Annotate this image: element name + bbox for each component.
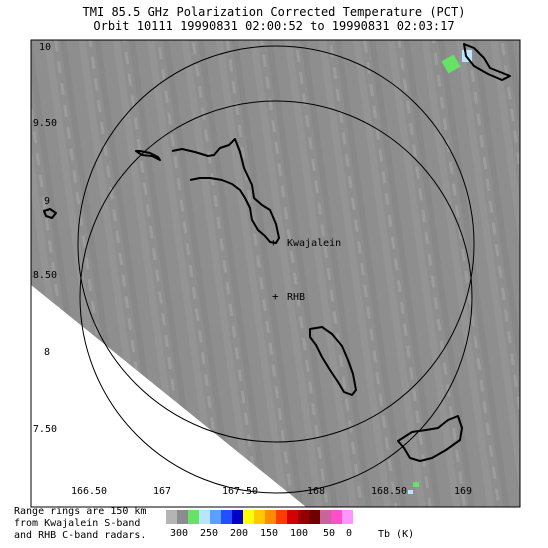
- cold-pixel: [413, 482, 419, 487]
- range-ring-rhb: [79, 100, 473, 494]
- color-swatch: [221, 510, 232, 524]
- color-swatch: [199, 510, 210, 524]
- no-data-region: [31, 285, 306, 507]
- island-outlines: [43, 43, 511, 462]
- color-swatch: [232, 510, 243, 524]
- range-ring-note-line: and RHB C-band radars.: [14, 530, 147, 541]
- rhb-marker: +: [272, 290, 279, 303]
- map-frame: [30, 39, 521, 508]
- lat-label: 9.50: [32, 118, 57, 129]
- color-swatch: [287, 510, 298, 524]
- lon-label: 168: [306, 486, 326, 497]
- color-swatch: [177, 510, 188, 524]
- color-swatch: [243, 510, 254, 524]
- kwajalein-marker: +: [270, 236, 277, 249]
- color-swatch: [188, 510, 199, 524]
- lon-label: 166.50: [70, 486, 108, 497]
- lon-label: 167.50: [221, 486, 259, 497]
- color-bar-tick-label: 250: [199, 528, 219, 539]
- color-swatch: [276, 510, 287, 524]
- color-swatch: [331, 510, 342, 524]
- kwajalein-atoll: [135, 138, 280, 244]
- ailinglaplap-atoll: [309, 326, 357, 396]
- range-ring-note-line: Range rings are 150 km: [14, 506, 147, 517]
- color-swatch: [166, 510, 177, 524]
- color-swatch: [342, 510, 353, 524]
- lat-label: 8: [43, 347, 50, 358]
- color-swatch: [298, 510, 309, 524]
- color-swatch: [210, 510, 221, 524]
- color-bar-tick-label: 100: [289, 528, 309, 539]
- lon-label: 168.50: [370, 486, 408, 497]
- rhb-label: RHB: [287, 292, 306, 303]
- cold-pixel: [408, 490, 413, 494]
- lat-label: 10: [38, 42, 51, 53]
- title-line-1: TMI 85.5 GHz Polarization Corrected Temp…: [82, 5, 466, 19]
- lat-label: 8.50: [32, 270, 57, 281]
- cold-pixel: [441, 54, 461, 74]
- range-ring-note-line: from Kwajalein S-band: [14, 518, 141, 529]
- title-line-2: Orbit 10111 19990831 02:00:52 to 1999083…: [93, 19, 455, 33]
- range-ring-kwajalein: [77, 45, 475, 443]
- kwajalein-label: Kwajalein: [287, 238, 342, 249]
- color-swatch: [254, 510, 265, 524]
- color-bar-tick-label: 150: [259, 528, 279, 539]
- color-swatch: [309, 510, 320, 524]
- lat-label: 9: [43, 196, 50, 207]
- lat-label: 7.50: [32, 424, 57, 435]
- color-bar-tick-label: 50: [322, 528, 336, 539]
- lon-label: 169: [453, 486, 473, 497]
- color-bar-tick-label: 0: [345, 528, 353, 539]
- lon-label: 167: [152, 486, 172, 497]
- tb-unit-label: Tb (K): [378, 529, 415, 540]
- color-swatch: [265, 510, 276, 524]
- color-bar-tick-label: 200: [229, 528, 249, 539]
- color-bar-tick-label: 300: [169, 528, 189, 539]
- namu-atoll: [397, 415, 463, 462]
- lae-island: [43, 208, 57, 219]
- ujae-atoll: [463, 43, 511, 81]
- color-swatch: [320, 510, 331, 524]
